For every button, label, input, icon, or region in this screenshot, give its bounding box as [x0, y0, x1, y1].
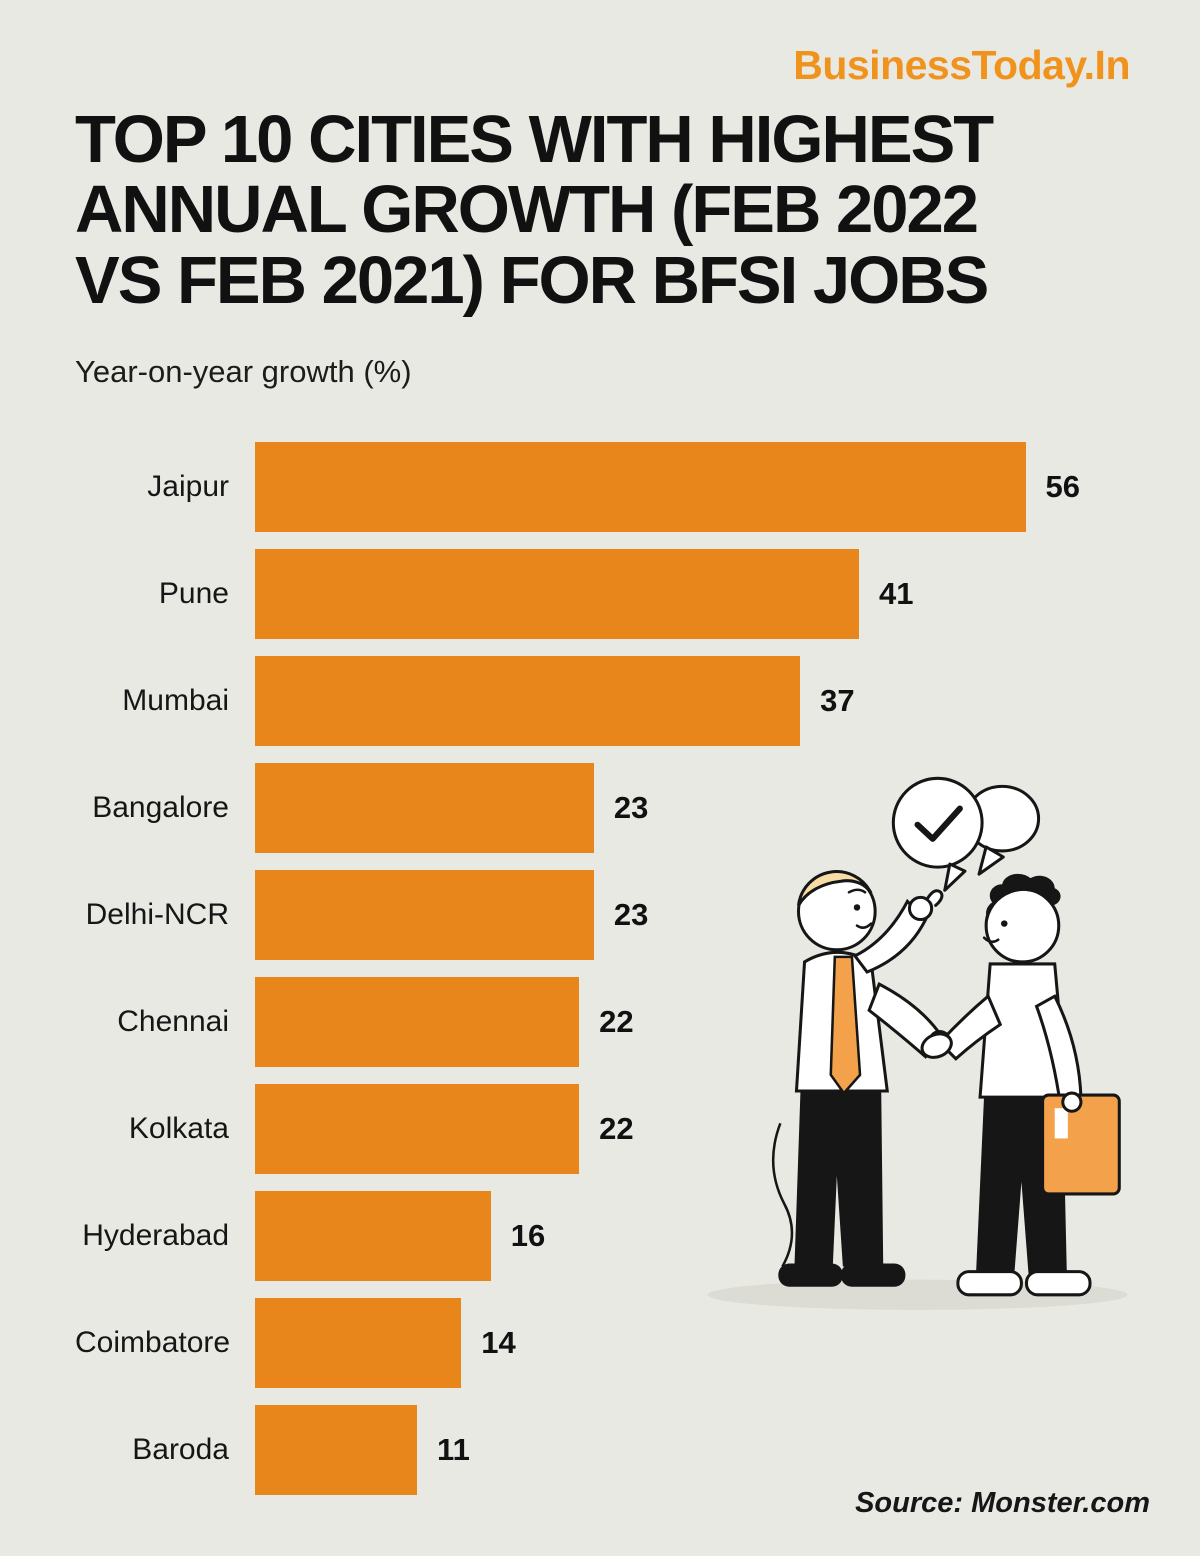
bar-row: Coimbatore 14	[75, 1298, 1080, 1389]
bar	[255, 763, 594, 854]
bar-track: 23	[255, 870, 1080, 961]
title-line-2: ANNUAL GROWTH (FEB 2022	[75, 172, 979, 248]
source-credit: Source: Monster.com	[855, 1487, 1150, 1519]
category-label: Bangalore	[92, 791, 229, 825]
value-label: 16	[510, 1218, 546, 1254]
category-label: Hyderabad	[82, 1219, 229, 1253]
category-label: Delhi-NCR	[85, 898, 229, 932]
title-line-1: TOP 10 CITIES WITH HIGHEST	[75, 102, 994, 177]
bar	[255, 1298, 462, 1389]
category-label: Baroda	[132, 1433, 229, 1467]
bar	[255, 1405, 418, 1496]
bar	[255, 977, 580, 1068]
bar-track: 23	[255, 763, 1080, 854]
category-label: Pune	[158, 577, 229, 611]
value-label: 56	[1045, 469, 1080, 505]
bar-track: 41	[255, 549, 1080, 640]
bar-row: Jaipur 56	[75, 442, 1080, 533]
category-label: Chennai	[117, 1005, 229, 1039]
value-label: 23	[613, 790, 649, 826]
category-label: Kolkata	[128, 1112, 229, 1146]
category-label: Mumbai	[122, 684, 229, 718]
category-label: Coimbatore	[75, 1326, 231, 1360]
bar-row: Delhi-NCR 23	[75, 870, 1080, 961]
bar-row: Hyderabad 16	[75, 1191, 1080, 1282]
axis-unit-label: Year-on-year growth (%)	[75, 354, 412, 390]
bar-track: 22	[255, 977, 1080, 1068]
bar-track: 22	[255, 1084, 1080, 1175]
bar-row: Baroda 11	[75, 1405, 1080, 1496]
bar-track: 14	[255, 1298, 1080, 1389]
bar-chart: Jaipur 56 Pune 41 Mumbai 37 Bangalore 23 Delhi-N…	[75, 442, 1080, 1496]
bar-row: Kolkata 22	[75, 1084, 1080, 1175]
bar	[255, 1191, 491, 1282]
bar-row: Chennai 22	[75, 977, 1080, 1068]
bar-track: 56	[255, 442, 1080, 533]
value-label: 22	[599, 1111, 634, 1147]
bar-row: Mumbai 37	[75, 656, 1080, 747]
page-title: TOP 10 CITIES WITH HIGHEST ANNUAL GROWTH…	[75, 102, 1130, 318]
value-label: 11	[437, 1432, 470, 1468]
value-label: 23	[613, 897, 649, 933]
bar-track: 37	[255, 656, 1080, 747]
bar	[255, 656, 801, 747]
category-label: Jaipur	[147, 470, 229, 504]
bar	[255, 549, 860, 640]
value-label: 41	[879, 576, 914, 612]
bar-row: Pune 41	[75, 549, 1080, 640]
bar-rows: Jaipur 56 Pune 41 Mumbai 37 Bangalore 23 Delhi-N…	[75, 442, 1080, 1496]
bar-row: Bangalore 23	[75, 763, 1080, 854]
bar	[255, 870, 594, 961]
brand-logo: BusinessToday.In	[793, 42, 1130, 88]
bar	[255, 1084, 580, 1175]
value-label: 22	[599, 1004, 634, 1040]
bar-track: 16	[255, 1191, 1080, 1282]
bar	[255, 442, 1026, 533]
title-line-3: VS FEB 2021) FOR BFSI JOBS	[75, 242, 989, 318]
bar-track: 11	[255, 1405, 1080, 1496]
value-label: 14	[481, 1325, 516, 1361]
value-label: 37	[820, 683, 855, 719]
